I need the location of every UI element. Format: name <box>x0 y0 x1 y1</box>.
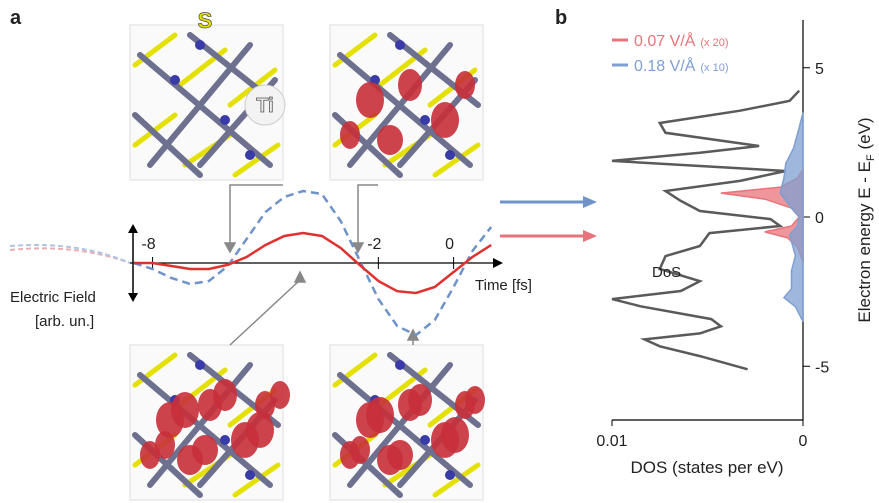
legend-name: 0.18 V/Å <box>634 56 696 75</box>
curve-label: DoS <box>652 264 681 281</box>
legend-scale: (x 20) <box>700 37 728 49</box>
atom-label: Ti <box>256 95 273 117</box>
x-tick-label: 0 <box>445 236 454 253</box>
arrow-head <box>128 224 138 233</box>
x-tick-label: 0 <box>799 433 808 450</box>
atom-label: S <box>198 8 213 33</box>
x-label: DOS (states per eV) <box>630 458 783 477</box>
y-tick-label: -5 <box>815 359 829 376</box>
pointers <box>225 185 418 345</box>
lead-in <box>10 245 130 263</box>
legend-entry: 0.18 V/Å (x 10) <box>634 56 729 75</box>
panel-label: b <box>555 7 567 29</box>
transfer-arrows <box>500 196 597 242</box>
legend-scale: (x 10) <box>700 62 728 74</box>
lead-in <box>10 248 130 263</box>
y-tick-label: 5 <box>815 61 824 78</box>
figure: a b S Ti Electric Field [arb. un.] Time … <box>0 0 879 503</box>
legend-name: 0.07 V/Å <box>634 31 696 50</box>
x-tick-label: -2 <box>367 236 381 253</box>
x-tick-label: -8 <box>141 236 155 253</box>
y-label-text: Electron energy E - E <box>855 161 874 323</box>
arrow-head <box>493 258 503 268</box>
y-tick-label: 0 <box>815 210 824 227</box>
structure-image <box>330 345 485 500</box>
structure-image <box>130 345 290 500</box>
pdos-area <box>780 113 803 322</box>
x-tick-label: 0.01 <box>596 433 627 450</box>
y-label: Electron energy E - EF (eV) <box>855 117 877 322</box>
x-label: Time [fs] <box>475 277 532 294</box>
structure-image <box>330 25 483 180</box>
page: a b S Ti Electric Field [arb. un.] Time … <box>0 0 879 503</box>
y-label: [arb. un.] <box>35 313 94 330</box>
panel-label: a <box>10 7 22 29</box>
arrow-head <box>128 293 138 302</box>
y-label: Electric Field <box>10 289 96 306</box>
y-label-unit: (eV) <box>855 117 874 154</box>
legend-entry: 0.07 V/Å (x 20) <box>634 31 729 50</box>
